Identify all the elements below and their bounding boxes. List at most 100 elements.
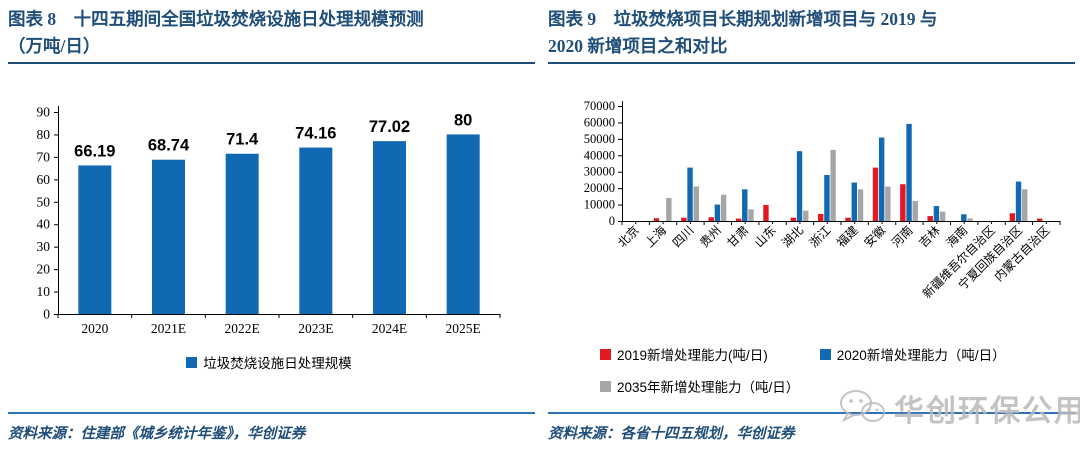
bar [967, 218, 973, 221]
x-tick-label: 北京 [615, 223, 642, 250]
bar [225, 153, 259, 314]
figure9-bar-chart: 0 10000 20000 30000 40000 50000 60000 70000 北京 上海… [584, 99, 1061, 301]
bar [152, 159, 185, 314]
bar [857, 189, 864, 221]
bar [961, 214, 967, 221]
figure9-bottom-rule [548, 412, 1075, 414]
y-tick-label: 80 [37, 127, 51, 142]
x-tick-label: 山东 [752, 223, 779, 250]
x-tick-label: 贵州 [697, 223, 724, 250]
x-tick-label: 2024E [372, 321, 407, 336]
bar-value-label: 68.74 [148, 137, 190, 155]
bar [708, 217, 714, 221]
legend-swatch [600, 380, 611, 392]
legend-label: 2035年新增处理能力（吨/日） [617, 380, 800, 395]
x-tick-label: 福建 [833, 223, 861, 251]
bar [796, 151, 803, 221]
bar [720, 194, 727, 221]
figure8-title: 图表 8 十四五期间全国垃圾焚烧设施日处理规模预测 （万吨/日） [8, 6, 535, 60]
bar [1009, 213, 1016, 221]
y-tick-label: 10000 [584, 198, 615, 212]
legend-item: 2035年新增处理能力（吨/日） [600, 376, 1070, 396]
bars-series-0 [653, 167, 1043, 221]
y-tick-label: 10 [37, 284, 51, 299]
x-tick-label: 吉林 [916, 223, 943, 250]
y-tick-label: 30 [37, 239, 51, 254]
figure9-title: 图表 9 垃圾焚烧项目长期规划新增项目与 2019 与 2020 新增项目之和对… [548, 6, 1075, 60]
x-tick-label: 浙江 [807, 223, 834, 250]
axes [618, 101, 1061, 225]
figure8-title-line2: （万吨/日） [8, 36, 101, 57]
bar [933, 206, 940, 221]
y-tick-label: 0 [609, 214, 615, 228]
bar [687, 167, 693, 221]
legend-item: 2019新增处理能力(吨/日) [600, 344, 768, 364]
x-tick-label: 湖北 [778, 223, 806, 251]
legend-swatch [819, 348, 831, 360]
bars-series-1 [687, 123, 1022, 221]
y-tick-label: 20 [37, 262, 51, 277]
bar [763, 204, 769, 221]
bar [666, 198, 672, 221]
bar [748, 209, 754, 221]
bar [299, 147, 333, 314]
y-tick-label: 50 [37, 194, 51, 209]
bar-value-label: 74.16 [295, 125, 336, 143]
legend-label: 垃圾焚烧设施日处理规模 [203, 356, 352, 371]
x-tick-label: 2020 [81, 321, 108, 336]
y-tick-label: 60000 [584, 115, 615, 129]
bar [803, 210, 809, 221]
legend-row-1: 2019新增处理能力(吨/日) 2020新增处理能力（吨/日） [600, 344, 1070, 364]
watermark: 华创环保公用 [836, 386, 1080, 430]
bars-series-daily-capacity [78, 134, 480, 314]
bar [742, 189, 748, 221]
bar [824, 175, 830, 221]
bar [845, 217, 851, 221]
y-tick-label: 60 [37, 172, 51, 187]
figure9-title-line1: 图表 9 垃圾焚烧项目长期规划新增项目与 2019 与 [548, 9, 938, 29]
y-tick-label: 50000 [584, 132, 615, 146]
x-tick-label: 四川 [670, 223, 697, 250]
watermark-text: 华创环保公用 [894, 395, 1080, 428]
y-tick-label: 30000 [584, 165, 615, 179]
legend-item: 垃圾焚烧设施日处理规模 [186, 352, 352, 372]
bar [78, 165, 112, 314]
legend-swatch [186, 356, 198, 368]
x-tick-label: 2025E [446, 321, 481, 336]
bar [927, 216, 933, 221]
bar [653, 218, 660, 221]
y-tick-label: 40000 [584, 148, 615, 162]
bar [693, 186, 699, 221]
bar [714, 204, 721, 221]
bar [878, 137, 885, 221]
figure8-title-line1: 图表 8 十四五期间全国垃圾焚烧设施日处理规模预测 [8, 9, 424, 29]
bar [912, 200, 918, 221]
legend-swatch [600, 348, 611, 360]
bar [1037, 218, 1043, 221]
wechat-icon [840, 390, 885, 423]
bar [851, 182, 857, 221]
x-tick-label: 安徽 [861, 223, 889, 251]
bar [885, 186, 891, 221]
bar [1015, 181, 1022, 221]
figure8-source: 资料来源：住建部《城乡统计年鉴》，华创证券 [8, 426, 306, 442]
bar [1022, 189, 1028, 221]
y-tick-labels: 0 10000 20000 30000 40000 50000 60000 70000 [584, 99, 615, 228]
bar [681, 217, 687, 221]
y-tick-label: 70 [37, 149, 51, 164]
bar-value-label: 66.19 [74, 142, 115, 160]
x-tick-label: 上海 [642, 223, 670, 251]
x-tick-label: 2023E [298, 321, 333, 336]
bar-value-label: 77.02 [369, 118, 410, 136]
figure8-bottom-rule [8, 412, 535, 414]
bar [872, 167, 879, 221]
x-tick-label: 2022E [225, 321, 260, 336]
bars-series-2 [666, 149, 1028, 221]
x-tick-labels: 2020 2021E 2022E 2023E 2024E 2025E [81, 321, 480, 336]
y-tick-label: 40 [37, 217, 51, 232]
legend-label: 2020新增处理能力（吨/日） [836, 348, 1006, 363]
bar [446, 134, 480, 314]
bar [900, 184, 906, 221]
axes [54, 106, 501, 318]
bar [373, 141, 406, 314]
